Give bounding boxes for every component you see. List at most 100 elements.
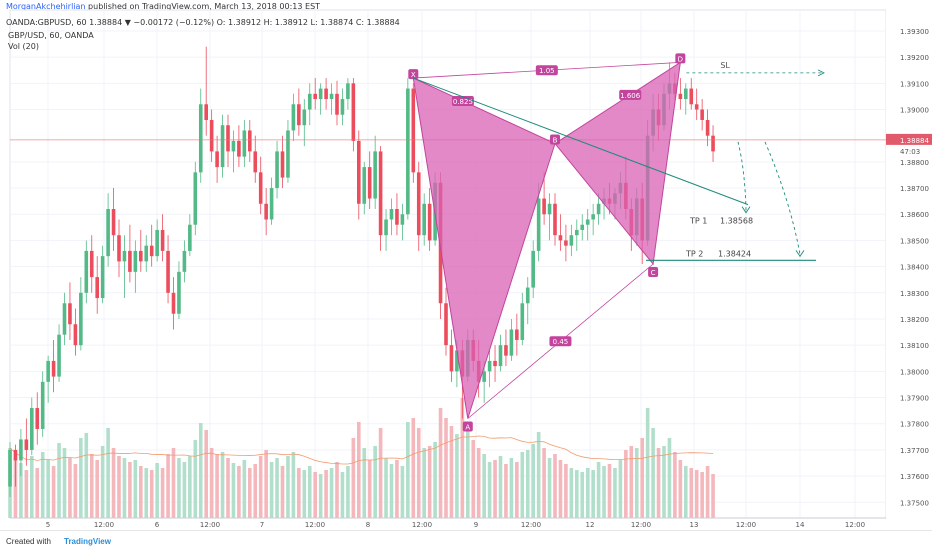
candle-body <box>591 214 595 220</box>
candle-body <box>73 324 78 346</box>
volume-bar <box>269 462 274 518</box>
candle-body <box>373 151 377 199</box>
candle-body <box>13 449 18 461</box>
volume-bar <box>569 468 574 518</box>
volume-bar <box>471 440 476 518</box>
volume-bar <box>122 458 127 518</box>
volume-bar <box>656 448 661 518</box>
volume-bar <box>35 468 40 518</box>
price-tick-label: 1.38000 <box>900 368 929 376</box>
volume-bar <box>193 440 198 518</box>
candle-body <box>35 408 40 429</box>
volume-pane <box>8 398 715 518</box>
volume-bar <box>79 438 83 518</box>
price-axis: 1.39300 1.39200 1.39100 1.39000 1.38800 1.387… <box>886 10 932 518</box>
volume-bar <box>95 460 99 518</box>
ratio-badge <box>619 89 642 100</box>
candle-body <box>378 151 383 236</box>
candle-body <box>678 93 683 100</box>
candle-body <box>275 151 279 189</box>
candle-body <box>128 250 132 272</box>
countdown-label: 47:03 <box>900 148 920 156</box>
candle-body <box>395 209 399 225</box>
volume-bar <box>30 456 34 518</box>
volume-bar <box>378 428 383 518</box>
candle-body <box>122 250 127 262</box>
volume-bar <box>711 474 715 518</box>
candle-body <box>340 99 345 115</box>
tp1-arrowhead <box>741 206 751 214</box>
volume-bar <box>13 458 18 518</box>
tp1-arrow <box>737 141 747 211</box>
price-chart[interactable]: X A B C D 1.05 0.825 1.606 0.45 SL TP 1 1.38568 TP … <box>0 0 932 530</box>
volume-bar <box>291 452 296 518</box>
candle-body <box>242 130 247 157</box>
candle-body <box>498 345 503 367</box>
candle-body <box>493 360 497 367</box>
price-tick-label: 1.39100 <box>900 80 929 88</box>
price-tick-label: 1.37500 <box>900 499 929 507</box>
price-tick-label: 1.38100 <box>900 342 929 350</box>
author-link[interactable]: MorganAkchehirlian <box>6 2 86 11</box>
volume-bar <box>46 460 50 518</box>
volume-bar <box>427 446 432 518</box>
candle-body <box>694 104 699 110</box>
ratio-label: 0.45 <box>553 338 569 346</box>
time-tick-label: 12:00 <box>200 521 220 529</box>
candle-body <box>384 219 388 236</box>
volume-bar <box>155 463 159 518</box>
candle-body <box>166 250 170 293</box>
candle-body <box>427 203 432 241</box>
time-axis: 5 12:00 6 12:00 7 12:00 8 12:00 9 12:00 12 12:00 13 1… <box>10 517 886 529</box>
tradingview-logo[interactable]: TradingView <box>64 537 111 546</box>
tp2-label: TP 2 <box>685 249 703 258</box>
created-with-label: Created with <box>6 537 51 546</box>
tp2-arrow <box>764 141 801 255</box>
volume-indicator-label: Vol (20) <box>8 42 39 51</box>
volume-bar <box>416 428 421 518</box>
volume-bar <box>111 448 116 518</box>
candle-body <box>198 104 203 173</box>
candle-body <box>509 329 514 356</box>
volume-bar <box>171 448 176 518</box>
volume-bar <box>188 456 192 518</box>
volume-bar <box>395 460 399 518</box>
price-tick-label: 1.38600 <box>900 211 929 219</box>
volume-bar <box>231 463 236 518</box>
candle-body <box>226 125 230 152</box>
candle-body <box>542 198 546 215</box>
candle-body <box>171 292 176 314</box>
candle-body <box>280 151 285 178</box>
candle-body <box>258 172 263 204</box>
volume-ma-line <box>9 435 714 465</box>
candle-body <box>204 104 208 120</box>
candle-body <box>144 245 149 262</box>
volume-bar <box>313 472 317 518</box>
ratio-badge <box>535 65 558 76</box>
candle-body <box>406 88 410 215</box>
time-tick-label: 12:00 <box>845 521 865 529</box>
volume-bar <box>482 454 486 518</box>
volume-bar <box>651 428 655 518</box>
volume-bar <box>367 460 372 518</box>
candle-body <box>302 109 307 126</box>
candle-body <box>689 88 694 105</box>
candle-body <box>248 130 252 152</box>
candle-body <box>547 203 552 215</box>
price-tick-label: 1.38700 <box>900 185 929 193</box>
time-tick-label: 12:00 <box>412 521 432 529</box>
volume-bar <box>117 456 121 518</box>
candle-body <box>209 119 214 152</box>
volume-bar <box>242 460 247 518</box>
volume-bar <box>498 456 503 518</box>
candle-body <box>307 93 312 110</box>
volume-bar <box>220 452 225 518</box>
candle-body <box>487 360 492 372</box>
volume-bar <box>444 418 448 518</box>
volume-bar <box>177 458 181 518</box>
time-tick-label: 12 <box>586 521 595 529</box>
volume-bar <box>357 422 361 518</box>
ratio-badge <box>549 336 572 347</box>
volume-bar <box>84 433 89 518</box>
volume-bar <box>373 446 377 518</box>
